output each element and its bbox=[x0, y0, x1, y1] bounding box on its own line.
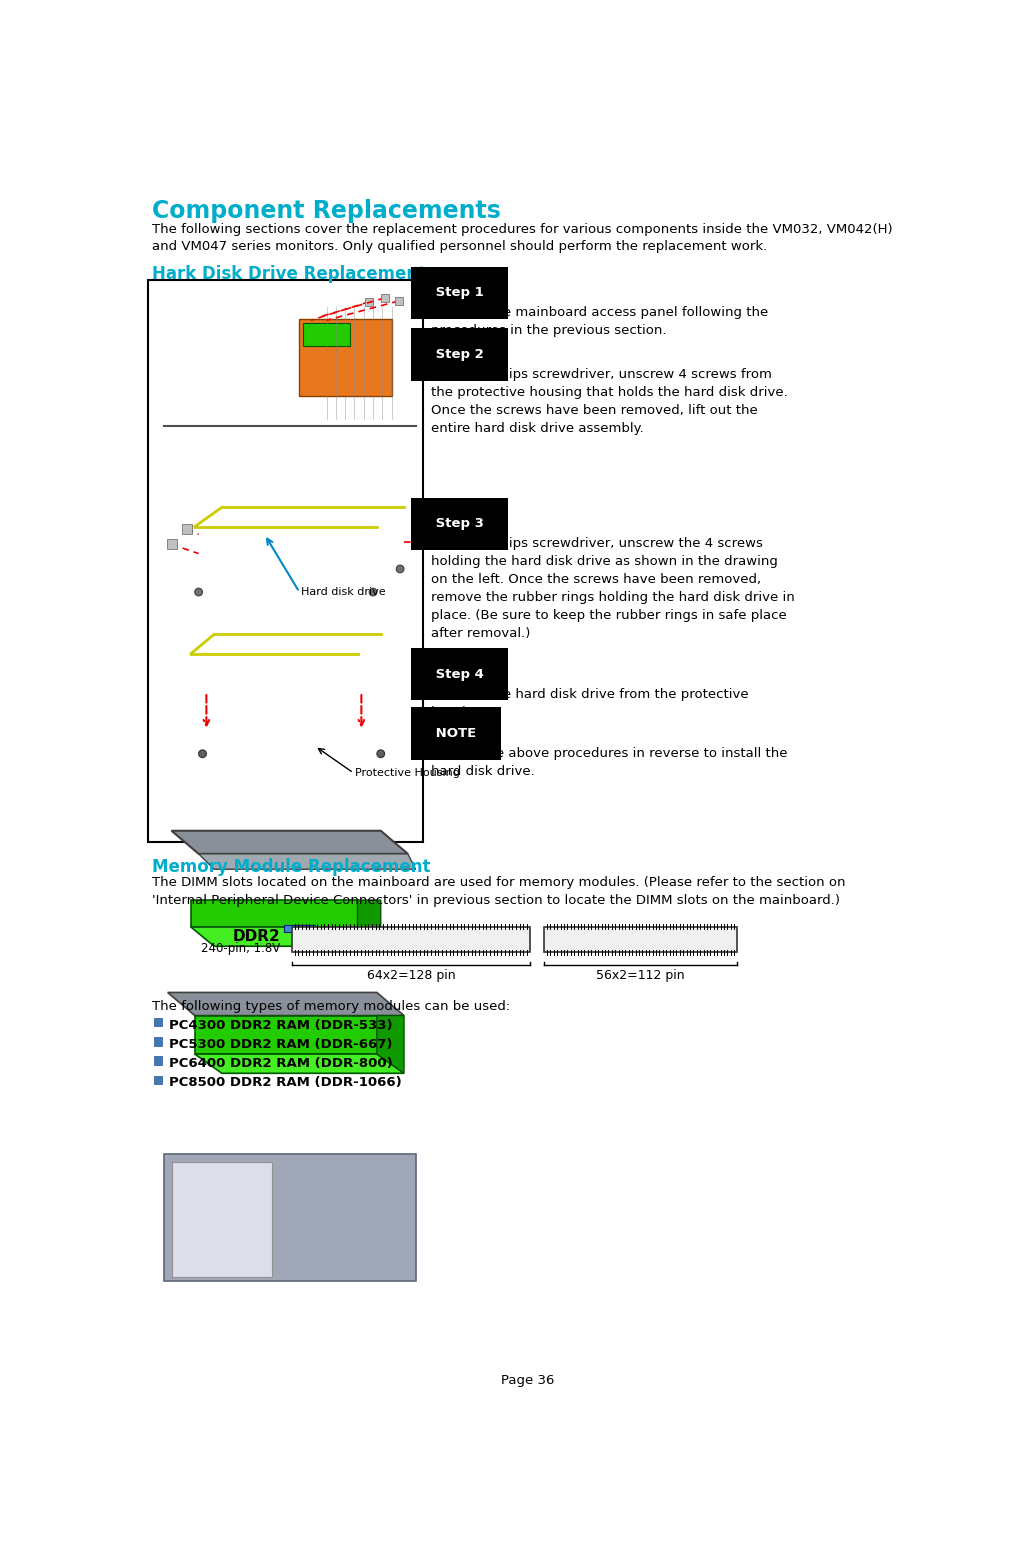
Text: PC8500 DDR2 RAM (DDR-1066): PC8500 DDR2 RAM (DDR-1066) bbox=[169, 1077, 402, 1089]
Text: 56x2=112 pin: 56x2=112 pin bbox=[596, 969, 685, 981]
Text: Step 2: Step 2 bbox=[431, 347, 489, 362]
Text: Step 1: Step 1 bbox=[431, 286, 489, 299]
Polygon shape bbox=[199, 854, 415, 869]
Text: Remove the hard disk drive from the protective
housing.: Remove the hard disk drive from the prot… bbox=[431, 687, 749, 718]
Text: DDR2: DDR2 bbox=[232, 928, 280, 944]
Circle shape bbox=[377, 750, 385, 757]
Bar bbox=[544, 926, 737, 952]
Bar bbox=[154, 1075, 162, 1085]
Text: PC6400 DDR2 RAM (DDR-800): PC6400 DDR2 RAM (DDR-800) bbox=[169, 1056, 393, 1070]
Text: Using a Philips screwdriver, unscrew 4 screws from
the protective housing that h: Using a Philips screwdriver, unscrew 4 s… bbox=[431, 368, 788, 435]
Bar bbox=[299, 319, 393, 396]
Bar bbox=[303, 322, 350, 346]
Polygon shape bbox=[191, 926, 380, 947]
Text: Component Replacements: Component Replacements bbox=[153, 199, 501, 224]
Polygon shape bbox=[168, 992, 404, 1016]
Polygon shape bbox=[358, 900, 380, 947]
Bar bbox=[154, 1017, 162, 1027]
Text: Hard disk drive: Hard disk drive bbox=[301, 587, 386, 598]
Bar bbox=[154, 1056, 162, 1064]
Polygon shape bbox=[164, 1153, 415, 1282]
Text: Protective Housing: Protective Housing bbox=[355, 768, 460, 778]
Text: Step 4: Step 4 bbox=[431, 668, 489, 681]
Text: The DIMM slots located on the mainboard are used for memory modules. (Please ref: The DIMM slots located on the mainboard … bbox=[153, 876, 845, 908]
Text: Remove the mainboard access panel following the
procedures in the previous secti: Remove the mainboard access panel follow… bbox=[431, 307, 768, 338]
Bar bbox=[292, 926, 530, 952]
Polygon shape bbox=[377, 1016, 404, 1074]
Polygon shape bbox=[195, 1055, 404, 1074]
Text: Repeat the above procedures in reverse to install the
hard disk drive.: Repeat the above procedures in reverse t… bbox=[431, 747, 788, 778]
Text: 240-pin, 1.8V: 240-pin, 1.8V bbox=[201, 942, 280, 955]
Text: PC4300 DDR2 RAM (DDR-533): PC4300 DDR2 RAM (DDR-533) bbox=[169, 1019, 393, 1031]
Text: The following types of memory modules can be used:: The following types of memory modules ca… bbox=[153, 1000, 510, 1013]
Text: Step 3: Step 3 bbox=[431, 518, 489, 531]
Bar bbox=[154, 1038, 162, 1045]
Text: Using a Philips screwdriver, unscrew the 4 screws
holding the hard disk drive as: Using a Philips screwdriver, unscrew the… bbox=[431, 537, 795, 640]
Circle shape bbox=[396, 565, 404, 573]
Polygon shape bbox=[195, 1016, 377, 1055]
Bar bbox=[148, 280, 424, 842]
Circle shape bbox=[195, 588, 202, 596]
Circle shape bbox=[199, 750, 206, 757]
Text: Page 36: Page 36 bbox=[501, 1374, 555, 1387]
Text: PC5300 DDR2 RAM (DDR-667): PC5300 DDR2 RAM (DDR-667) bbox=[169, 1038, 393, 1050]
Polygon shape bbox=[191, 900, 358, 926]
Text: Hark Disk Drive Replacement: Hark Disk Drive Replacement bbox=[153, 264, 426, 283]
Text: NOTE: NOTE bbox=[431, 726, 481, 740]
Polygon shape bbox=[171, 831, 408, 854]
Text: The following sections cover the replacement procedures for various components i: The following sections cover the replace… bbox=[153, 224, 893, 254]
Circle shape bbox=[369, 588, 377, 596]
Polygon shape bbox=[171, 1161, 272, 1277]
Text: Memory Module Replacement: Memory Module Replacement bbox=[153, 858, 431, 876]
Polygon shape bbox=[284, 925, 314, 933]
Text: 64x2=128 pin: 64x2=128 pin bbox=[366, 969, 455, 981]
